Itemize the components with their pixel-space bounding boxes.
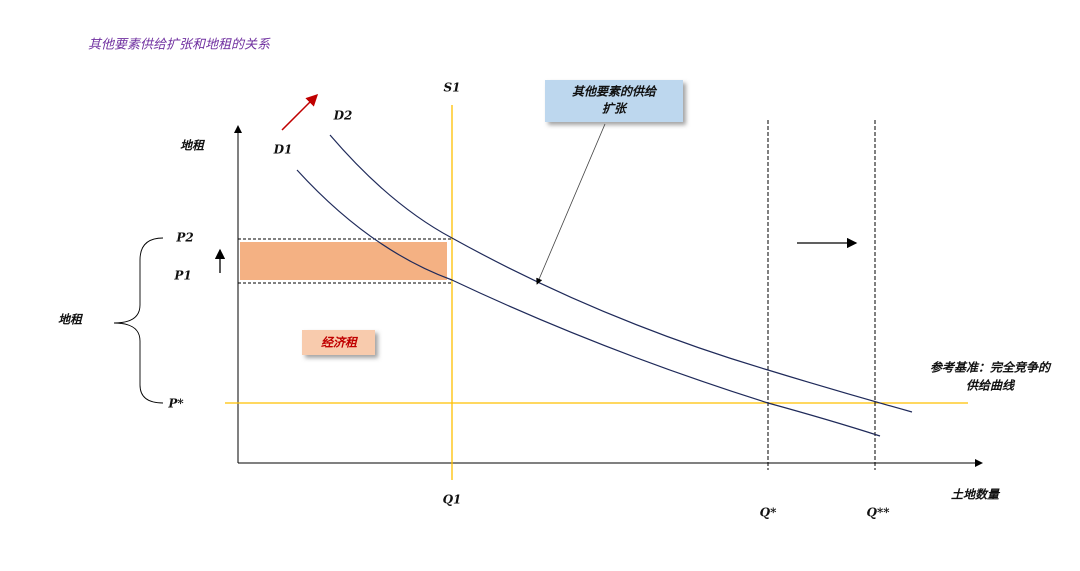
economic-rent-box [302, 330, 375, 355]
d1-label: D1 [273, 143, 293, 157]
q-star-label: Q* [760, 506, 777, 520]
p2-label: P2 [175, 231, 193, 245]
d2-label: D2 [333, 109, 353, 123]
brace-label: 地租 [58, 313, 84, 327]
s1-label: S1 [443, 81, 460, 95]
shift-arrow [281, 93, 319, 131]
d2-curve [329, 134, 913, 413]
q-star-star-label: Q** [866, 506, 890, 520]
title: 其他要素供给扩张和地租的关系 [88, 38, 271, 53]
x-axis-label: 土地数量 [951, 488, 1001, 502]
callout-text: 扩张 [602, 102, 628, 116]
p1-label: P1 [173, 269, 191, 283]
y-axis-label: 地租 [180, 139, 206, 153]
economic-rent-label: 经济租 [321, 336, 359, 350]
rent-area [240, 242, 447, 280]
callout-text: 其他要素的供给 [572, 85, 658, 99]
reference-label: 供给曲线 [966, 379, 1016, 393]
p-star-label: P* [167, 397, 184, 411]
reference-label: 参考基准：完全竞争的 [930, 361, 1052, 375]
callout-box [545, 80, 683, 122]
callout-pointer [536, 123, 606, 285]
q1-label: Q1 [443, 493, 462, 507]
d1-curve [296, 169, 881, 437]
brace [113, 237, 164, 404]
